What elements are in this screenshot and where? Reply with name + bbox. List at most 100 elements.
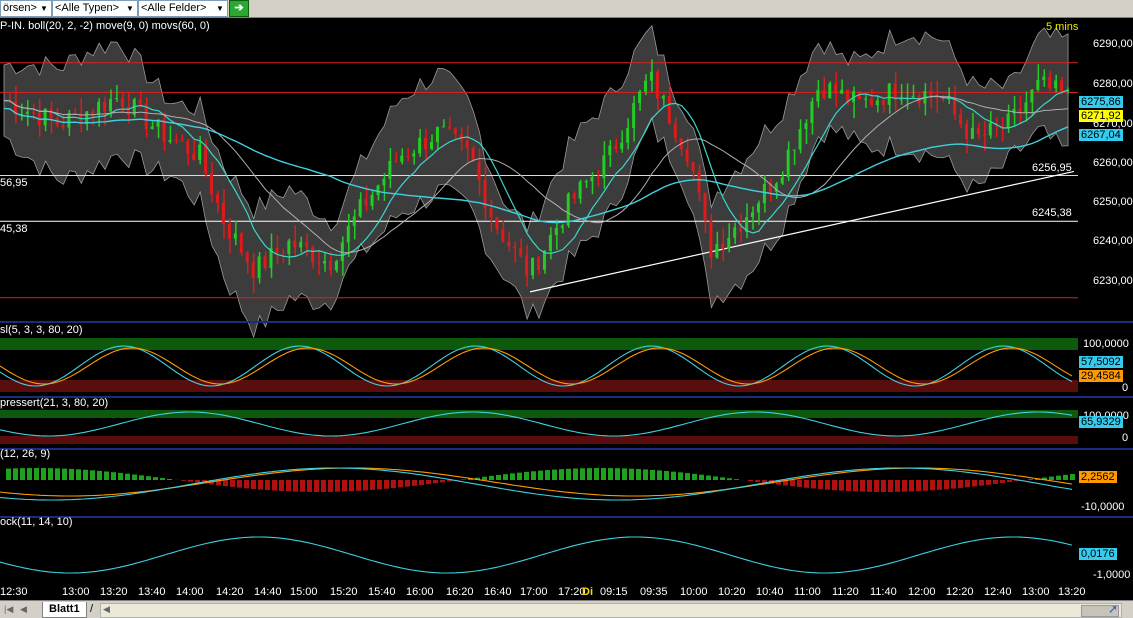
type-combo[interactable]: <Alle Typen> ▼ [52, 0, 138, 17]
candle-body [834, 83, 838, 94]
candle-body [495, 217, 499, 230]
candle-body [19, 113, 23, 115]
macd-histogram-bar [664, 471, 669, 480]
macd-histogram-bar [391, 480, 396, 489]
field-combo[interactable]: <Alle Felder> ▼ [138, 0, 228, 17]
macd-histogram-bar [706, 475, 711, 480]
macd-histogram-bar [951, 480, 956, 489]
time-axis-label: Di [582, 586, 593, 598]
candle-body [590, 177, 594, 182]
macd-histogram-bar [692, 473, 697, 480]
time-axis-label: 10:40 [756, 586, 784, 598]
candle-body [67, 113, 71, 128]
candle-body [822, 90, 826, 99]
candle-body [120, 98, 124, 107]
macd-histogram-bar [580, 468, 585, 480]
oversold-zone [0, 380, 1078, 392]
pressure-line [0, 411, 1073, 437]
scroll-right-icon[interactable]: ➚ [1108, 602, 1119, 616]
macd-histogram-bar [825, 480, 830, 490]
candle-body [174, 140, 178, 142]
macd-histogram-bar [587, 468, 592, 480]
candle-body [465, 140, 469, 148]
go-button[interactable]: ➔ [229, 0, 249, 17]
macd-histogram-bar [678, 472, 683, 480]
candle-body [221, 202, 225, 224]
time-axis-label: 11:40 [870, 586, 897, 598]
candle-body [893, 83, 897, 101]
candle-body [489, 208, 493, 218]
prev-sheet-icon[interactable]: ◀ [20, 604, 27, 614]
chevron-down-icon[interactable]: ▼ [216, 4, 224, 13]
macd-histogram-bar [727, 478, 732, 480]
candle-body [519, 248, 523, 256]
macd-histogram-bar [790, 480, 795, 487]
macd-histogram-bar [545, 470, 550, 480]
chevron-down-icon[interactable]: ▼ [126, 4, 134, 13]
candle-body [525, 255, 529, 276]
macd-histogram-bar [1000, 480, 1005, 484]
candle-body [685, 149, 689, 163]
macd-histogram-bar [986, 480, 991, 485]
candle-body [216, 194, 219, 203]
sheet-tab-blatt1[interactable]: Blatt1 [42, 602, 87, 618]
candle-body [911, 95, 915, 98]
macd-histogram-bar [321, 480, 326, 492]
time-axis-label: 10:20 [718, 586, 746, 598]
candle-body [13, 101, 17, 115]
macd-histogram-bar [916, 480, 921, 492]
macd-histogram-bar [1070, 474, 1075, 480]
horizontal-scrollbar[interactable] [100, 603, 1122, 618]
macd-histogram-bar [657, 470, 662, 480]
macd-histogram-bar [104, 471, 109, 480]
macd-histogram-bar [881, 480, 886, 492]
candle-body [840, 89, 844, 94]
candle-body [305, 241, 309, 248]
scroll-left-icon[interactable]: ◀ [103, 604, 110, 614]
ma-slow-line [3, 107, 1069, 224]
candle-body [453, 128, 457, 135]
candle-body [727, 237, 731, 249]
candle-body [1024, 102, 1028, 113]
macd-histogram-bar [1028, 479, 1033, 480]
macd-histogram-bar [195, 480, 200, 483]
candle-body [204, 144, 208, 174]
candle-body [566, 193, 570, 226]
first-sheet-icon[interactable]: |◀ [4, 604, 14, 614]
candle-body [929, 91, 933, 97]
candle-body [210, 173, 214, 195]
chevron-down-icon[interactable]: ▼ [40, 4, 48, 13]
time-axis-label: 14:00 [176, 586, 204, 598]
time-axis-label: 17:00 [520, 586, 548, 598]
price-chart[interactable] [0, 18, 1133, 585]
candle-body [275, 248, 279, 254]
scrollbar-thumb[interactable] [1081, 605, 1119, 617]
macd-histogram-bar [307, 480, 312, 492]
chart-area[interactable] [0, 18, 1133, 585]
time-axis-label: 13:40 [138, 586, 166, 598]
candle-body [441, 126, 445, 128]
macd-histogram-bar [230, 480, 235, 487]
candle-body [507, 241, 511, 247]
candle-body [370, 195, 374, 206]
candle-body [382, 178, 386, 186]
candle-body [281, 253, 285, 255]
candle-body [31, 111, 35, 113]
candle-body [340, 242, 344, 262]
time-axis-label: 17:20 [558, 586, 586, 598]
macd-histogram-bar [874, 480, 879, 492]
candle-body [1042, 76, 1046, 80]
candle-body [846, 89, 850, 103]
macd-histogram-bar [426, 480, 431, 485]
macd-histogram-bar [69, 468, 74, 480]
time-axis-label: 12:30 [0, 586, 28, 598]
macd-histogram-bar [643, 469, 648, 480]
candle-body [751, 212, 754, 218]
panel-divider [0, 516, 1133, 518]
macd-histogram-bar [762, 480, 767, 483]
exchange-combo[interactable]: örsen> ▼ [0, 0, 52, 17]
candle-body [988, 123, 992, 136]
macd-histogram-bar [139, 475, 144, 480]
macd-histogram-bar [405, 480, 410, 487]
candle-body [881, 100, 885, 105]
